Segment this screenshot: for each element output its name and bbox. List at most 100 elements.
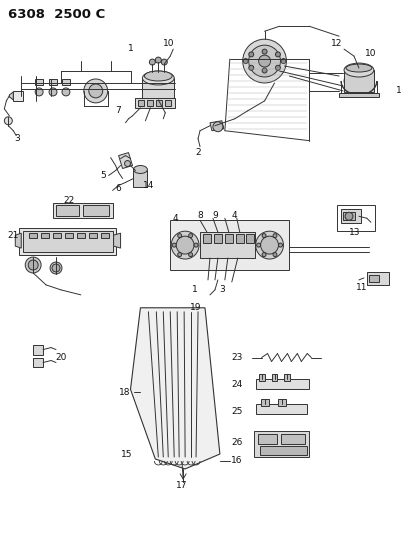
Circle shape	[188, 233, 193, 238]
Circle shape	[275, 52, 280, 57]
Polygon shape	[256, 379, 309, 389]
Polygon shape	[131, 308, 220, 469]
Polygon shape	[170, 220, 289, 270]
Text: 8: 8	[197, 211, 203, 220]
Circle shape	[50, 262, 62, 274]
Ellipse shape	[346, 64, 372, 72]
Circle shape	[249, 45, 280, 77]
Polygon shape	[272, 375, 277, 382]
Polygon shape	[367, 272, 389, 285]
Circle shape	[177, 233, 182, 238]
Circle shape	[275, 65, 280, 70]
Bar	[337, 205, 375, 231]
Polygon shape	[343, 212, 355, 220]
Circle shape	[177, 253, 182, 256]
Text: 23: 23	[231, 353, 243, 362]
Text: 22: 22	[63, 196, 75, 205]
Text: 17: 17	[176, 481, 188, 490]
Text: 25: 25	[231, 407, 243, 416]
Polygon shape	[369, 275, 379, 282]
Text: 9: 9	[212, 211, 218, 220]
Circle shape	[281, 59, 286, 63]
Polygon shape	[19, 228, 115, 255]
Circle shape	[25, 257, 41, 273]
Circle shape	[249, 65, 254, 70]
Text: 3: 3	[219, 285, 225, 294]
Polygon shape	[113, 233, 121, 248]
Circle shape	[35, 88, 43, 96]
Polygon shape	[89, 233, 97, 238]
Polygon shape	[214, 234, 222, 243]
Circle shape	[124, 160, 131, 166]
Circle shape	[213, 122, 223, 132]
Circle shape	[262, 49, 267, 54]
Polygon shape	[35, 79, 43, 85]
Polygon shape	[284, 375, 290, 382]
Bar	[133, 169, 147, 188]
Circle shape	[243, 39, 286, 83]
Circle shape	[4, 117, 12, 125]
Polygon shape	[83, 205, 109, 216]
Polygon shape	[156, 100, 162, 106]
Circle shape	[257, 243, 261, 247]
Circle shape	[345, 212, 353, 220]
Polygon shape	[147, 100, 153, 106]
Circle shape	[89, 84, 103, 98]
Circle shape	[188, 253, 193, 256]
Circle shape	[261, 236, 279, 254]
Polygon shape	[246, 234, 254, 243]
Text: 6: 6	[116, 184, 122, 193]
Text: 10: 10	[162, 39, 174, 47]
Text: 24: 24	[231, 380, 243, 389]
Bar	[142, 78, 174, 100]
Polygon shape	[254, 431, 309, 457]
Polygon shape	[165, 100, 171, 106]
Polygon shape	[41, 233, 49, 238]
Polygon shape	[65, 233, 73, 238]
Polygon shape	[261, 399, 268, 406]
Text: 16: 16	[231, 456, 242, 465]
Text: 7: 7	[116, 106, 122, 115]
Circle shape	[52, 264, 60, 272]
Polygon shape	[138, 100, 144, 106]
Circle shape	[279, 243, 282, 247]
Polygon shape	[225, 234, 233, 243]
Ellipse shape	[142, 78, 174, 100]
Polygon shape	[53, 233, 61, 238]
Circle shape	[262, 68, 267, 73]
Ellipse shape	[133, 166, 147, 173]
Circle shape	[49, 88, 57, 96]
Text: 11: 11	[356, 284, 368, 293]
Circle shape	[262, 253, 266, 256]
Circle shape	[249, 52, 254, 57]
Circle shape	[171, 231, 199, 259]
Polygon shape	[282, 434, 305, 444]
Circle shape	[84, 79, 108, 103]
Circle shape	[176, 236, 194, 254]
Polygon shape	[339, 93, 379, 97]
Text: 20: 20	[55, 353, 67, 362]
Polygon shape	[203, 234, 211, 243]
Ellipse shape	[144, 71, 172, 81]
Text: 15: 15	[121, 449, 132, 458]
Text: 14: 14	[143, 181, 154, 190]
Circle shape	[28, 260, 38, 270]
Circle shape	[273, 233, 277, 238]
Circle shape	[161, 59, 167, 65]
Circle shape	[155, 57, 161, 63]
Polygon shape	[135, 98, 175, 108]
Text: 1: 1	[192, 285, 198, 294]
Polygon shape	[259, 446, 307, 455]
Polygon shape	[13, 91, 23, 101]
Circle shape	[172, 243, 176, 247]
Text: 4: 4	[173, 214, 178, 223]
Polygon shape	[101, 233, 109, 238]
Circle shape	[149, 59, 155, 65]
Text: 2: 2	[195, 148, 201, 157]
Polygon shape	[200, 232, 255, 258]
Circle shape	[243, 59, 248, 63]
Text: 1: 1	[128, 44, 133, 53]
Polygon shape	[210, 121, 224, 131]
Polygon shape	[256, 404, 307, 414]
Circle shape	[273, 253, 277, 256]
